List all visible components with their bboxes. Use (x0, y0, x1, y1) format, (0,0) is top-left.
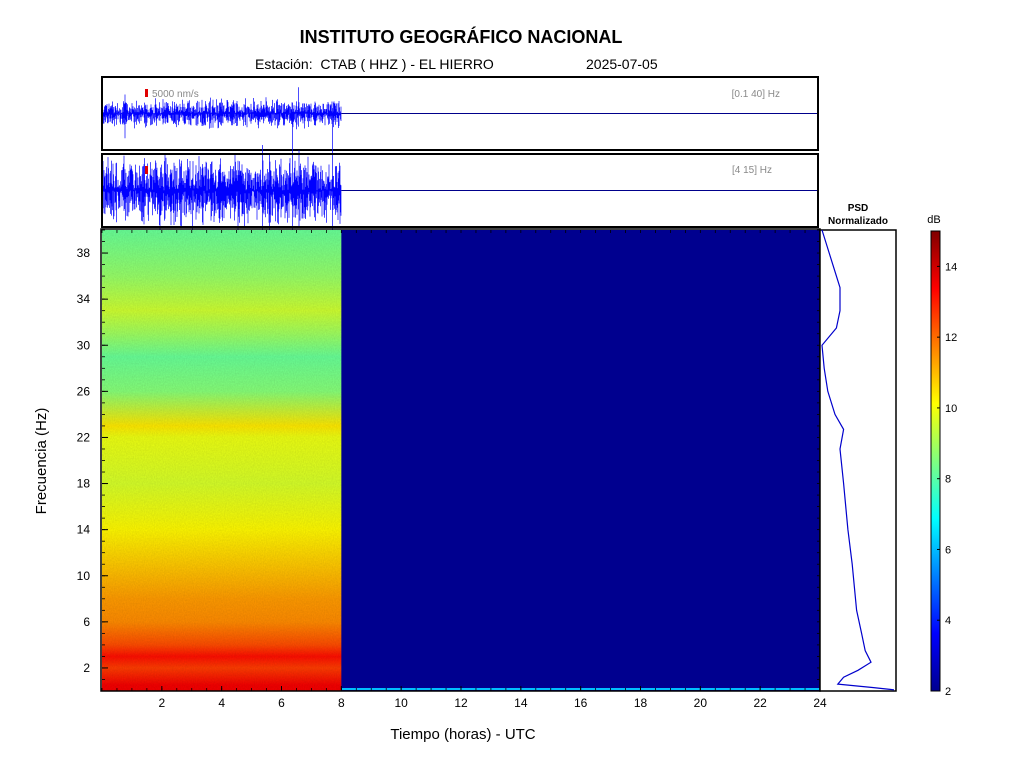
y-tick-label: 10 (77, 569, 91, 583)
colorbar-tick-label: 10 (945, 403, 957, 415)
colorbar-tick-label: 8 (945, 474, 951, 486)
y-tick-label: 30 (77, 338, 91, 352)
colorbar-tick-label: 2 (945, 686, 951, 698)
spectrogram-panel: 2 4 6 8 10 12 14 16 18 20 22 24 261014182226303438 … (33, 228, 827, 743)
y-axis-label: Frecuencia (Hz) (33, 408, 50, 515)
date-label: 2025-07-05 (586, 56, 658, 72)
colorbar-tick-label: 14 (945, 261, 957, 273)
y-tick-label: 26 (77, 384, 91, 398)
station-label: Estación: CTAB ( HHZ ) - EL HIERRO (255, 56, 494, 72)
psd-panel: PSD Normalizado (819, 203, 897, 692)
colorbar-tick-label: 12 (945, 332, 957, 344)
y-tick-label: 14 (77, 523, 91, 537)
band-label-2: [4 15] Hz (732, 165, 772, 176)
y-tick-label: 18 (77, 477, 91, 491)
scale-label: 5000 nm/s (152, 89, 199, 100)
x-tick-label: 18 (634, 696, 648, 710)
colorbar: dB 2 4 6 8 10 12 14 (927, 214, 957, 698)
x-axis-label: Tiempo (horas) - UTC (390, 726, 535, 743)
chart-title: INSTITUTO GEOGRÁFICO NACIONAL (299, 27, 623, 47)
colorbar-tick-label: 4 (945, 615, 951, 627)
colorbar-unit: dB (927, 214, 940, 226)
x-tick-label: 20 (694, 696, 708, 710)
spectrogram-texture (102, 230, 342, 691)
x-tick-label: 10 (394, 696, 408, 710)
y-tick-label: 22 (77, 430, 91, 444)
colorbar-tick-label: 6 (945, 544, 951, 556)
psd-title: PSD (848, 203, 869, 214)
x-tick-label: 22 (753, 696, 767, 710)
psd-subtitle: Normalizado (828, 216, 888, 227)
x-tick-label: 8 (338, 696, 345, 710)
seismogram-panel-1: 5000 nm/s [0.1 40] Hz (101, 76, 819, 151)
band-label-1: [0.1 40] Hz (732, 89, 780, 100)
y-tick-label: 38 (77, 246, 91, 260)
x-tick-label: 2 (158, 696, 165, 710)
x-tick-label: 14 (514, 696, 528, 710)
x-tick-label: 16 (574, 696, 588, 710)
x-tick-label: 4 (218, 696, 225, 710)
colorbar-scale (930, 230, 941, 692)
y-tick-label: 2 (83, 661, 90, 675)
scale-marker-2 (145, 166, 148, 174)
scale-marker (145, 89, 148, 97)
psd-curve (821, 229, 895, 691)
x-tick-label: 24 (813, 696, 827, 710)
x-tick-label: 12 (454, 696, 468, 710)
y-tick-label: 34 (77, 292, 91, 306)
x-tick-label: 6 (278, 696, 285, 710)
y-tick-label: 6 (83, 615, 90, 629)
seismogram-panel-2: [4 15] Hz (101, 102, 819, 255)
